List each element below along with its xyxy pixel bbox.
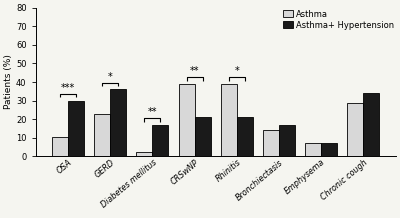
Bar bbox=[94, 114, 110, 157]
Bar bbox=[152, 125, 168, 157]
Bar bbox=[364, 93, 380, 157]
Bar bbox=[263, 130, 279, 157]
Bar bbox=[178, 84, 195, 157]
Y-axis label: Patients (%): Patients (%) bbox=[4, 55, 13, 109]
Bar bbox=[221, 84, 237, 157]
Text: **: ** bbox=[148, 107, 157, 117]
Bar bbox=[279, 125, 295, 157]
Bar bbox=[305, 143, 321, 157]
Bar bbox=[321, 143, 337, 157]
Bar bbox=[110, 90, 126, 157]
Text: *: * bbox=[108, 72, 112, 82]
Text: ***: *** bbox=[61, 83, 75, 93]
Text: *: * bbox=[234, 66, 239, 77]
Bar bbox=[136, 152, 152, 157]
Text: **: ** bbox=[190, 66, 199, 77]
Legend: Asthma, Asthma+ Hypertension: Asthma, Asthma+ Hypertension bbox=[282, 9, 395, 31]
Bar bbox=[52, 137, 68, 157]
Bar bbox=[68, 101, 84, 157]
Bar bbox=[195, 117, 211, 157]
Bar bbox=[347, 102, 364, 157]
Bar bbox=[237, 117, 253, 157]
